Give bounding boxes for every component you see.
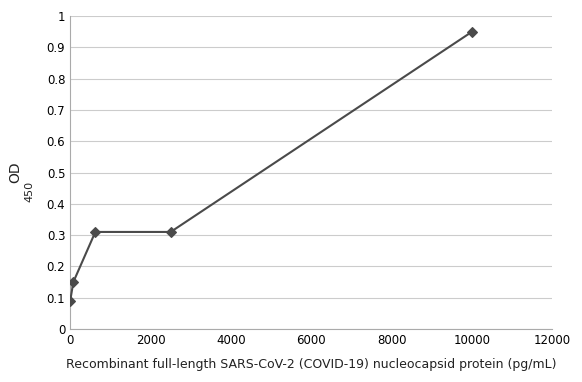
Text: 450: 450 <box>24 181 34 202</box>
Text: OD: OD <box>8 162 22 183</box>
X-axis label: Recombinant full-length SARS-CoV-2 (COVID-19) nucleocapsid protein (pg/mL): Recombinant full-length SARS-CoV-2 (COVI… <box>66 358 556 371</box>
